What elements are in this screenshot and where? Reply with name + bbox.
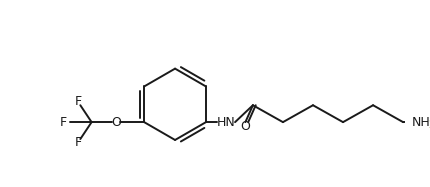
Text: HN: HN — [217, 116, 236, 129]
Text: F: F — [75, 95, 82, 108]
Text: O: O — [240, 120, 250, 133]
Text: O: O — [111, 116, 121, 129]
Text: NH: NH — [412, 116, 430, 129]
Text: F: F — [60, 116, 67, 129]
Text: F: F — [75, 136, 82, 149]
Text: 2: 2 — [428, 120, 430, 130]
